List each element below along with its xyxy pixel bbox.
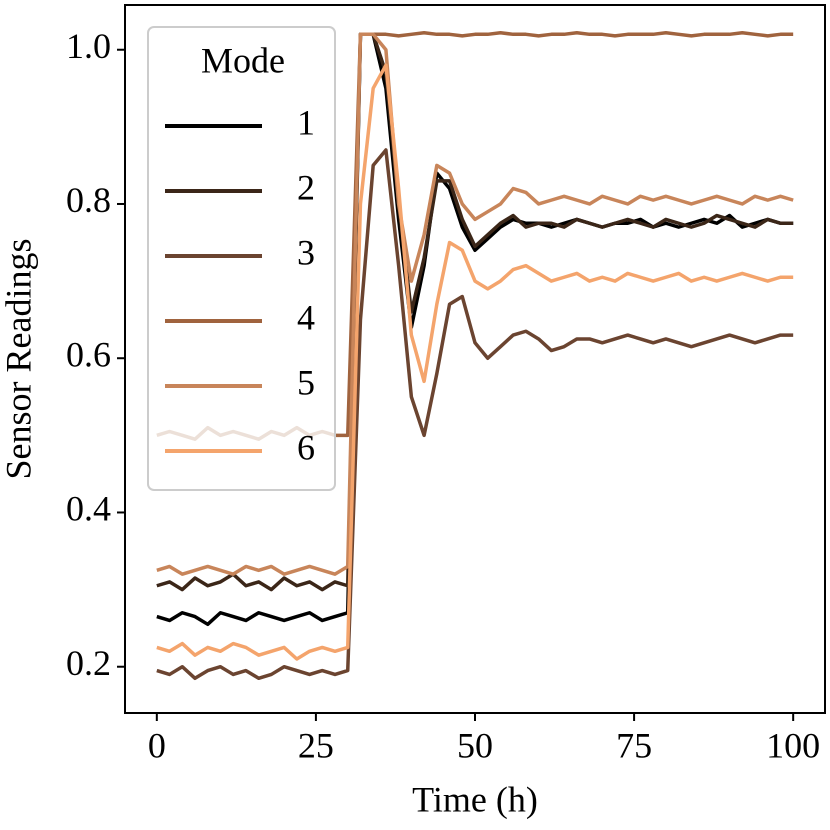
series-line [156,63,794,661]
legend-label: 1 [297,102,315,142]
series-line [156,32,794,576]
legend-label: 5 [297,362,315,402]
legend-label: 2 [297,167,315,207]
x-tick-label: 50 [457,725,493,765]
legend-label: 6 [297,427,315,467]
x-tick-label: 25 [298,725,334,765]
x-tick-label: 0 [148,725,166,765]
x-axis-label: Time (h) [412,779,538,819]
y-tick-label: 0.4 [66,489,111,529]
series-line [156,148,794,681]
y-tick-label: 0.6 [66,334,111,374]
series-line [156,32,794,592]
x-tick-label: 100 [766,725,820,765]
y-tick-label: 0.2 [66,643,111,683]
y-tick-label: 0.8 [66,180,111,220]
legend-label: 4 [297,297,315,337]
legend-box [147,26,336,491]
y-tick-label: 1.0 [66,26,111,66]
y-axis-label: Sensor Readings [0,239,38,480]
legend-title: Mode [201,40,285,80]
legend: Mode 1 2 3 4 5 6 [147,26,336,491]
legend-label: 3 [297,232,315,272]
x-tick-label: 75 [616,725,652,765]
